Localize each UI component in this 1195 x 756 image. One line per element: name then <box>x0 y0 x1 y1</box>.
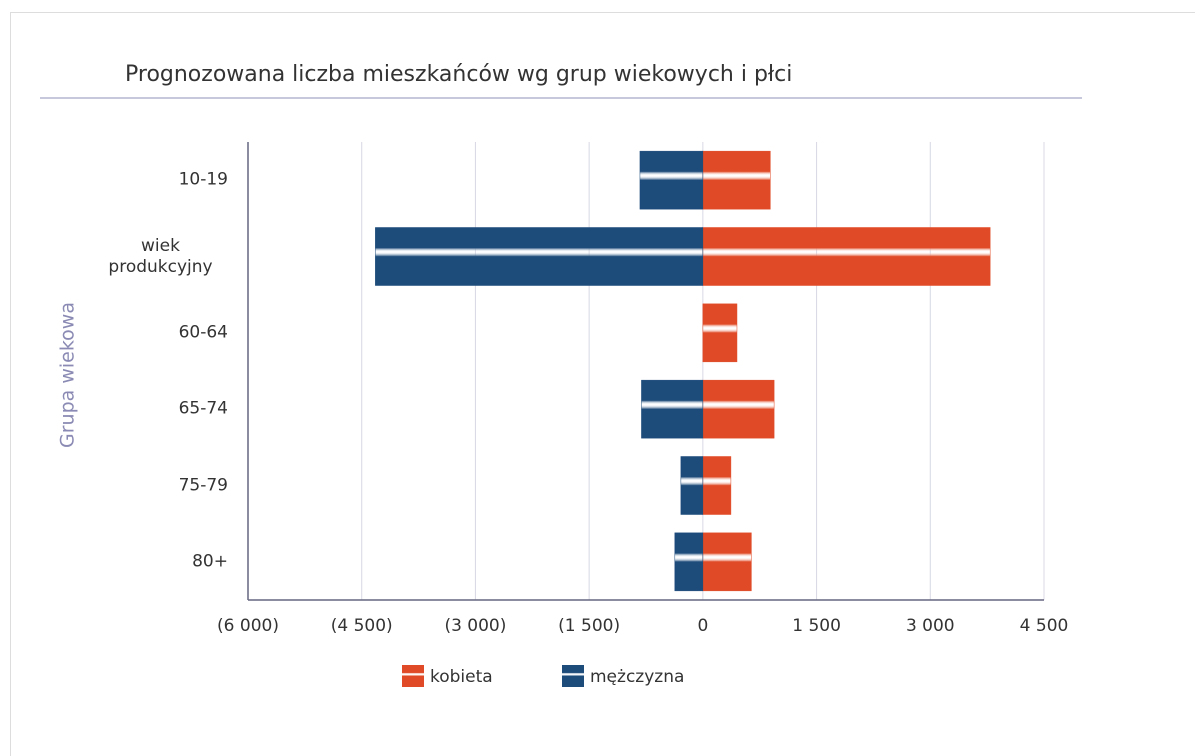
bar <box>680 456 704 515</box>
bar <box>702 456 732 515</box>
bar <box>702 379 775 439</box>
bar <box>702 303 738 363</box>
y-tick-label: 10-19 <box>178 169 228 190</box>
x-tick-label: (4 500) <box>331 616 393 636</box>
x-tick-label: 3 000 <box>906 616 955 636</box>
x-tick-label: (6 000) <box>217 616 279 636</box>
bar <box>641 379 704 439</box>
bar <box>375 227 704 286</box>
bar <box>702 150 771 210</box>
x-tick-label: (3 000) <box>444 616 506 636</box>
panel <box>10 12 1195 756</box>
legend-swatch <box>402 665 424 687</box>
bar <box>702 227 991 286</box>
bar <box>702 532 752 592</box>
legend-label: kobieta <box>430 667 493 687</box>
y-tick-label: 75-79 <box>178 475 228 495</box>
x-tick-label: 1 500 <box>792 616 841 636</box>
y-axis-label: Grupa wiekowa <box>57 302 79 448</box>
legend-label: mężczyzna <box>590 667 684 687</box>
legend-swatch <box>562 665 584 687</box>
y-tick-label: 60-64 <box>178 322 228 343</box>
bar <box>674 532 704 592</box>
x-tick-label: (1 500) <box>558 616 620 636</box>
x-tick-label: 4 500 <box>1020 616 1069 636</box>
y-tick-label: 65-74 <box>178 398 228 419</box>
y-tick-label: 80+ <box>192 551 228 572</box>
chart-title: Prognozowana liczba mieszkańców wg grup … <box>125 62 792 87</box>
x-tick-label: 0 <box>697 616 708 636</box>
bar <box>639 150 704 210</box>
y-tick-label: wiek produkcyjny <box>108 235 213 277</box>
